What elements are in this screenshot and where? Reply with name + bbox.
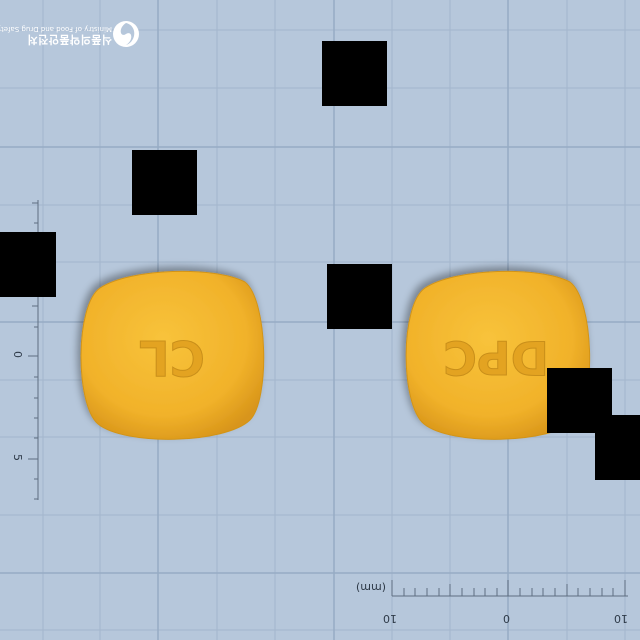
redaction-box bbox=[327, 264, 392, 329]
ruler-unit-label: (mm) bbox=[356, 581, 387, 594]
mfds-emblem-icon bbox=[113, 21, 139, 47]
ruler-bottom-label-center: 0 bbox=[503, 612, 510, 625]
redaction-box bbox=[322, 41, 387, 106]
logo-text: 식품의약품안전처 Ministry of Food and Drug Safet… bbox=[0, 18, 114, 52]
logo-name-ko: 식품의약품안전처 bbox=[27, 33, 112, 46]
ruler-bottom-label-right: 10 bbox=[614, 612, 628, 625]
bottom-ruler bbox=[391, 580, 628, 597]
ruler-left-label-five: 5 bbox=[11, 454, 24, 461]
mfds-logo: 식품의약품안전처 Ministry of Food and Drug Safet… bbox=[0, 14, 139, 56]
tablet-dpc-imprint: DPC bbox=[443, 331, 549, 385]
logo-name-en: Ministry of Food and Drug Safety bbox=[0, 25, 112, 33]
redaction-box bbox=[132, 150, 197, 215]
redaction-box bbox=[595, 415, 640, 480]
ruler-left-label-zero: 0 bbox=[11, 351, 24, 358]
ruler-bottom-label-left: 10 bbox=[383, 612, 397, 625]
redaction-box bbox=[0, 232, 56, 297]
tablet-cl bbox=[80, 270, 265, 440]
tablet-cl-imprint: CL bbox=[139, 329, 205, 385]
